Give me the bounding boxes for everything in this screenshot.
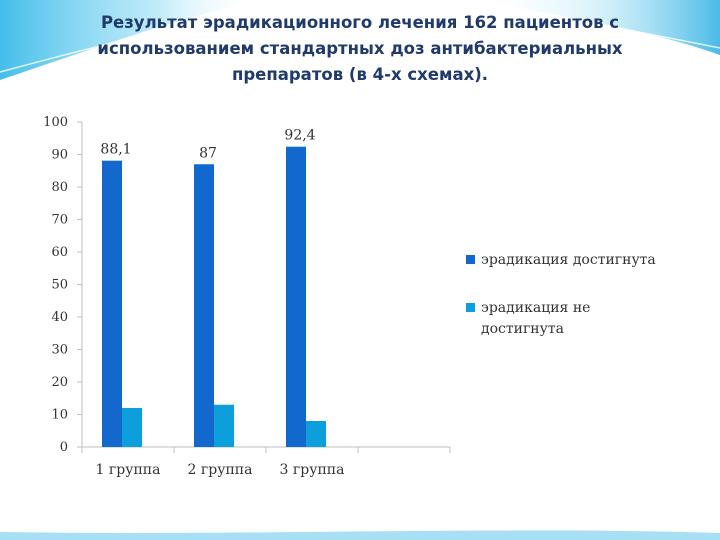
legend-item: эрадикация достигнута bbox=[466, 250, 696, 271]
data-label: 92,4 bbox=[284, 128, 315, 144]
title-line: Результат эрадикационного лечения 162 па… bbox=[100, 13, 620, 32]
legend-item: эрадикация не достигнута bbox=[466, 298, 696, 340]
decorative-wave-right-line bbox=[469, 3, 720, 49]
y-tick-label: 80 bbox=[51, 180, 68, 195]
legend-label: эрадикация не достигнута bbox=[481, 300, 591, 337]
y-tick-label: 60 bbox=[51, 245, 68, 260]
title-line: препаратов (в 4-х схемах). bbox=[231, 65, 489, 84]
y-tick-label: 100 bbox=[43, 115, 68, 130]
bar-series-2 bbox=[214, 404, 234, 447]
legend-swatch-series-2 bbox=[466, 303, 475, 312]
title-line: использованием стандартных доз антибакте… bbox=[97, 39, 623, 58]
y-tick-label: 10 bbox=[51, 408, 68, 423]
y-tick-label: 30 bbox=[51, 343, 68, 358]
x-tick-label: 2 группа bbox=[188, 462, 253, 478]
legend-label: эрадикация достигнута bbox=[481, 252, 656, 268]
data-label: 87 bbox=[199, 145, 217, 161]
bar-series-1 bbox=[286, 146, 306, 447]
y-tick-label: 40 bbox=[51, 310, 68, 325]
x-tick-label: 1 группа bbox=[96, 462, 161, 478]
x-tick-label: 3 группа bbox=[280, 462, 345, 478]
bar-series-2 bbox=[306, 421, 326, 447]
slide-title: Результат эрадикационного лечения 162 па… bbox=[40, 10, 680, 88]
legend-swatch-series-1 bbox=[466, 255, 475, 264]
y-tick-label: 70 bbox=[51, 213, 68, 228]
decorative-wave-left-line bbox=[0, 5, 301, 73]
decorative-wave-bottom bbox=[0, 530, 720, 540]
chart-legend: эрадикация достигнута эрадикация не дост… bbox=[466, 250, 696, 367]
decorative-wave-left bbox=[0, 0, 260, 80]
y-tick-label: 50 bbox=[51, 278, 68, 293]
decorative-wave-right bbox=[470, 0, 720, 55]
y-tick-label: 90 bbox=[51, 148, 68, 163]
bar-series-1 bbox=[194, 164, 214, 447]
data-label: 88,1 bbox=[100, 142, 131, 158]
y-tick-label: 20 bbox=[51, 375, 68, 390]
bar-series-1 bbox=[102, 160, 122, 448]
bar-series-2 bbox=[122, 408, 142, 447]
y-tick-label: 0 bbox=[60, 440, 68, 455]
